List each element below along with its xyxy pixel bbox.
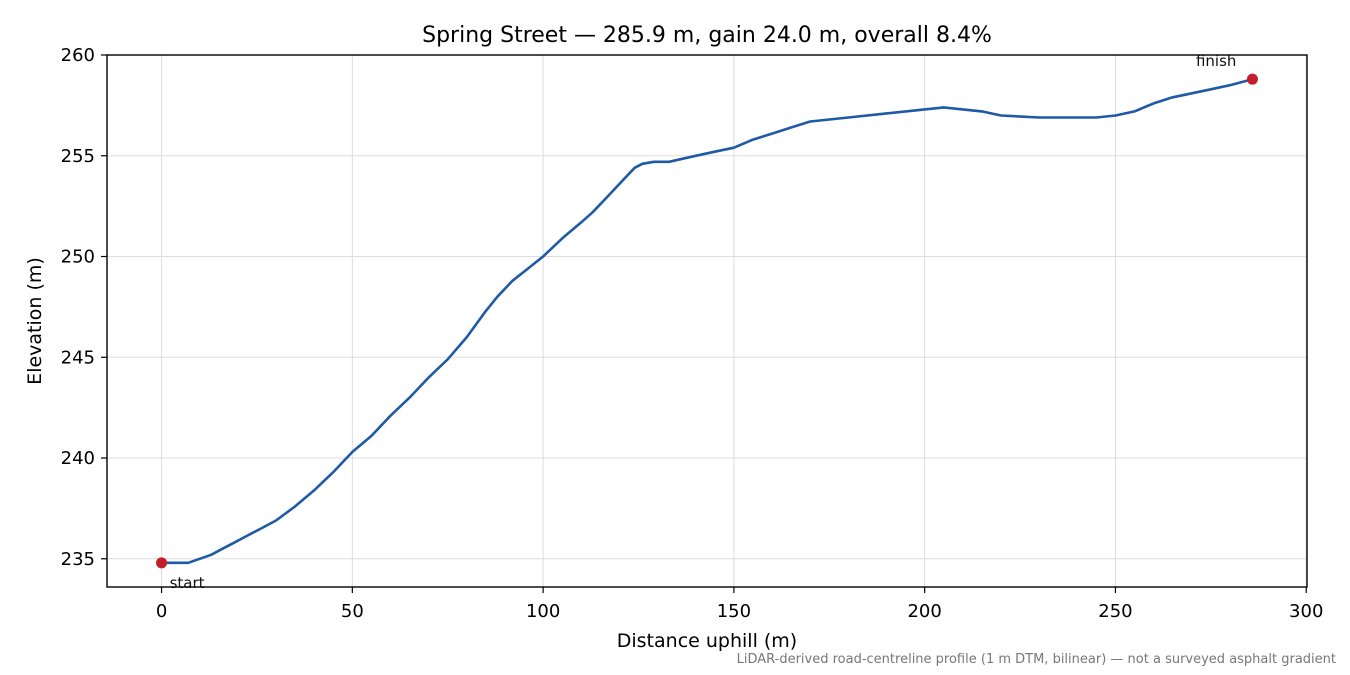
footnote: LiDAR-derived road-centreline profile (1… <box>736 652 1336 667</box>
x-tick-label: 200 <box>907 601 941 622</box>
x-tick-label: 100 <box>526 601 560 622</box>
start-marker <box>156 557 168 569</box>
chart-title: Spring Street — 285.9 m, gain 24.0 m, ov… <box>422 23 992 48</box>
finish-marker <box>1246 73 1258 85</box>
y-tick-label: 250 <box>61 247 95 268</box>
y-tick-label: 260 <box>61 45 95 66</box>
series-layer <box>160 77 1254 565</box>
finish-label: finish <box>1196 52 1236 70</box>
x-tick-label: 300 <box>1289 601 1323 622</box>
x-axis-ticks: 0 50 100 150 200 250 300 <box>156 587 1323 622</box>
x-tick-label: 250 <box>1098 601 1132 622</box>
grid-lines <box>107 54 1307 587</box>
plot-frame <box>106 54 1308 588</box>
y-axis-ticks: 235 240 245 250 255 260 <box>61 45 107 570</box>
y-tick-label: 235 <box>61 549 95 570</box>
elevation-profile-line <box>160 77 1254 565</box>
x-axis-label: Distance uphill (m) <box>617 630 797 652</box>
x-tick-label: 0 <box>156 601 167 622</box>
marker-layer: start finish <box>156 52 1258 592</box>
y-tick-label: 245 <box>61 347 95 368</box>
y-tick-label: 240 <box>61 448 95 469</box>
y-tick-label: 255 <box>61 146 95 167</box>
y-axis-label: Elevation (m) <box>24 257 46 385</box>
start-label: start <box>170 574 205 592</box>
x-tick-label: 150 <box>717 601 751 622</box>
x-tick-label: 50 <box>341 601 364 622</box>
